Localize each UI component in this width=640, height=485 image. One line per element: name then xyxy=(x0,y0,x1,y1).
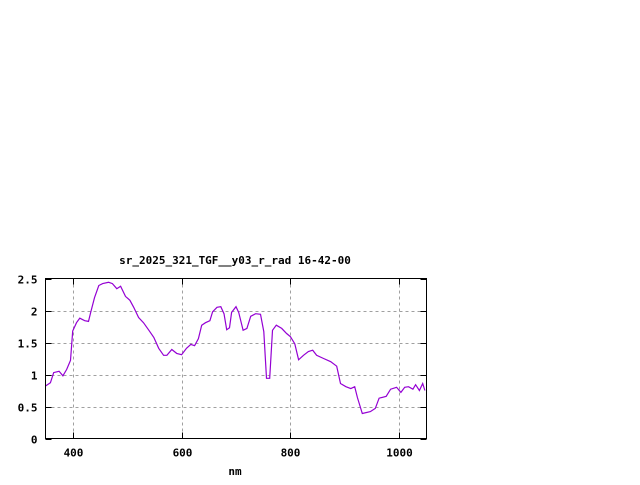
x-tick-label: 400 xyxy=(64,447,84,460)
x-tick-label: 600 xyxy=(173,447,193,460)
y-tick-label: 0.5 xyxy=(18,402,38,415)
x-tick-label: 800 xyxy=(281,447,301,460)
y-tick-label: 2 xyxy=(31,306,38,319)
x-tick-label: 1000 xyxy=(386,447,413,460)
grid xyxy=(45,278,427,439)
ticks: 0 0.5 1 1.5 2 2.5 400 600 800 1000 xyxy=(18,274,427,460)
series-line xyxy=(45,281,426,415)
y-tick-label: 1.5 xyxy=(18,338,38,351)
plot-border xyxy=(45,278,427,439)
series-group xyxy=(45,281,426,415)
chart-title: sr_2025_321_TGF__y03_r_rad 16-42-00 xyxy=(119,254,351,267)
x-axis-label: nm xyxy=(228,465,242,478)
y-tick-label: 0 xyxy=(31,434,38,447)
y-tick-label: 1 xyxy=(31,370,38,383)
y-tick-label: 2.5 xyxy=(18,274,38,287)
